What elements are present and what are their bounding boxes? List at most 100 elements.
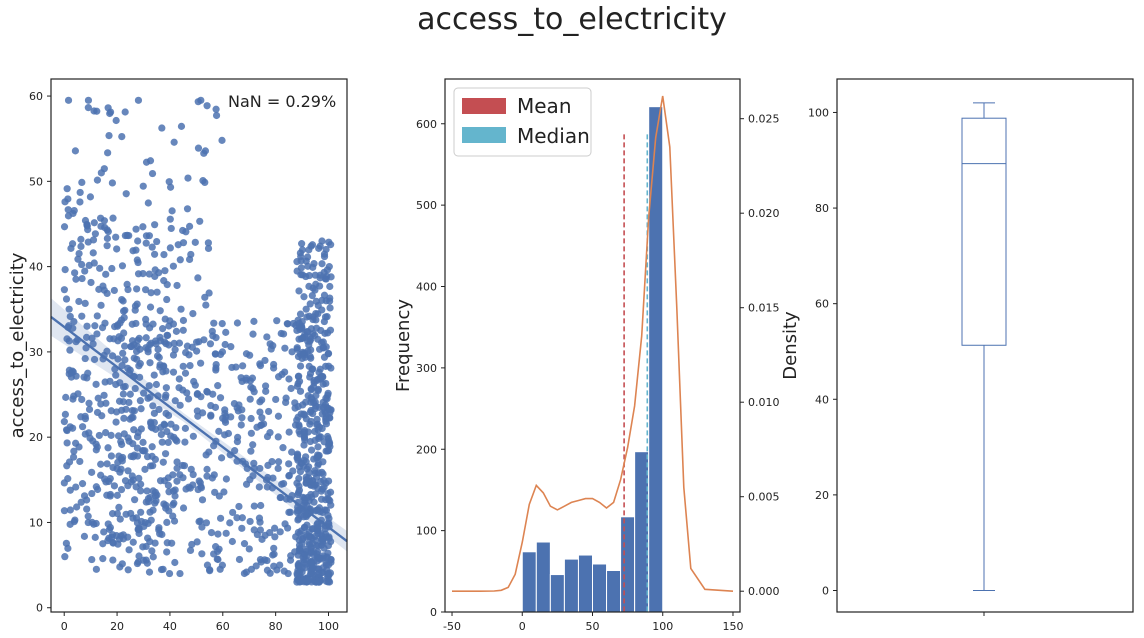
boxplot-box (961, 102, 1007, 591)
scatter-point (304, 262, 312, 270)
scatter-point (76, 198, 84, 206)
scatter-point (60, 418, 68, 426)
scatter-point (327, 501, 335, 509)
scatter-point (305, 463, 313, 471)
scatter-point (83, 505, 91, 513)
scatter-point (196, 217, 204, 225)
scatter-point (270, 364, 278, 372)
scatter-point (163, 548, 171, 556)
scatter-point (124, 482, 132, 490)
scatter-point (238, 514, 246, 522)
scatter-point (146, 341, 154, 349)
scatter-point (167, 224, 175, 233)
scatter-point (162, 384, 170, 392)
scatter-point (133, 433, 142, 441)
scatter-point (86, 193, 95, 201)
scatter-point (141, 465, 149, 473)
scatter-point (187, 250, 195, 259)
scatter-point (274, 458, 283, 466)
scatter-point (301, 427, 309, 435)
legend-mean-swatch (462, 98, 506, 114)
scatter-point (167, 432, 175, 440)
scatter-point (206, 567, 214, 575)
scatter-point (307, 346, 315, 354)
scatter-point (163, 295, 171, 304)
scatter-point (139, 182, 147, 190)
scatter-point (246, 395, 254, 403)
scatter-point (104, 149, 112, 157)
scatter-point (142, 320, 150, 328)
scatter-point (169, 351, 178, 359)
scatter-point (226, 519, 234, 527)
scatter-point (222, 328, 230, 336)
scatter-point (103, 234, 112, 243)
scatter-point (317, 530, 325, 538)
scatter-point (323, 272, 331, 280)
scatter-point (203, 465, 211, 473)
scatter-point (80, 492, 89, 500)
scatter-point (159, 368, 167, 376)
scatter-point (302, 305, 310, 313)
scatter-point (191, 381, 199, 389)
scatter-point (295, 287, 303, 295)
scatter-point (106, 492, 114, 500)
legend-median-swatch (462, 127, 506, 143)
scatter-point (198, 496, 207, 504)
scatter-point (289, 319, 297, 328)
scatter-point (261, 356, 269, 365)
nan-annotation: NaN = 0.29% (228, 92, 336, 111)
scatter-point (211, 350, 220, 358)
scatter-point (203, 102, 211, 110)
scatter-point (307, 354, 315, 362)
kde-curve (452, 95, 734, 592)
scatter-point (160, 477, 169, 485)
scatter-point (256, 464, 264, 473)
scatter-point (91, 533, 99, 541)
scatter-point (297, 257, 305, 265)
scatter-point (276, 528, 284, 536)
scatter-point (129, 440, 137, 448)
scatter-point (263, 566, 272, 574)
scatter-panel: 0 20 40 60 80 100 0 10 20 30 40 50 60 NaN = 0.29% ac… (7, 78, 348, 633)
scatter-point (91, 230, 99, 238)
scatter-point (135, 552, 143, 560)
scatter-point (121, 108, 129, 116)
scatter-point (215, 427, 223, 435)
scatter-point (112, 380, 120, 389)
scatter-point (78, 395, 86, 404)
scatter-point (192, 338, 201, 346)
scatter-point (159, 458, 167, 466)
scatter-point (144, 199, 152, 207)
scatter-point (169, 262, 177, 270)
scatter-point (133, 256, 141, 264)
scatter-point (326, 304, 334, 312)
scatter-point (221, 416, 229, 424)
scatter-point (322, 245, 330, 254)
scatter-point (320, 344, 328, 352)
scatter-point (296, 467, 305, 476)
scatter-point (312, 324, 321, 332)
scatter-point (230, 399, 238, 408)
scatter-point (145, 382, 153, 390)
scatter-point (320, 317, 328, 326)
scatter-point (73, 503, 81, 511)
histogram-bar (620, 516, 636, 613)
scatter-point (125, 231, 133, 240)
scatter-point (121, 306, 129, 314)
x-tick-label: 20 (110, 620, 124, 633)
scatter-point (119, 349, 127, 357)
scatter-point (111, 323, 119, 331)
scatter-point (62, 295, 71, 303)
scatter-point (113, 245, 121, 253)
scatter-point (110, 286, 118, 295)
scatter-point (209, 390, 217, 398)
scatter-point (106, 523, 114, 532)
scatter-point (186, 361, 194, 370)
scatter-point (293, 506, 302, 515)
scatter-point (256, 408, 264, 416)
scatter-point (285, 428, 293, 436)
scatter-point (324, 447, 332, 455)
scatter-point (116, 563, 124, 571)
scatter-point (93, 107, 101, 115)
scatter-point (189, 432, 197, 440)
